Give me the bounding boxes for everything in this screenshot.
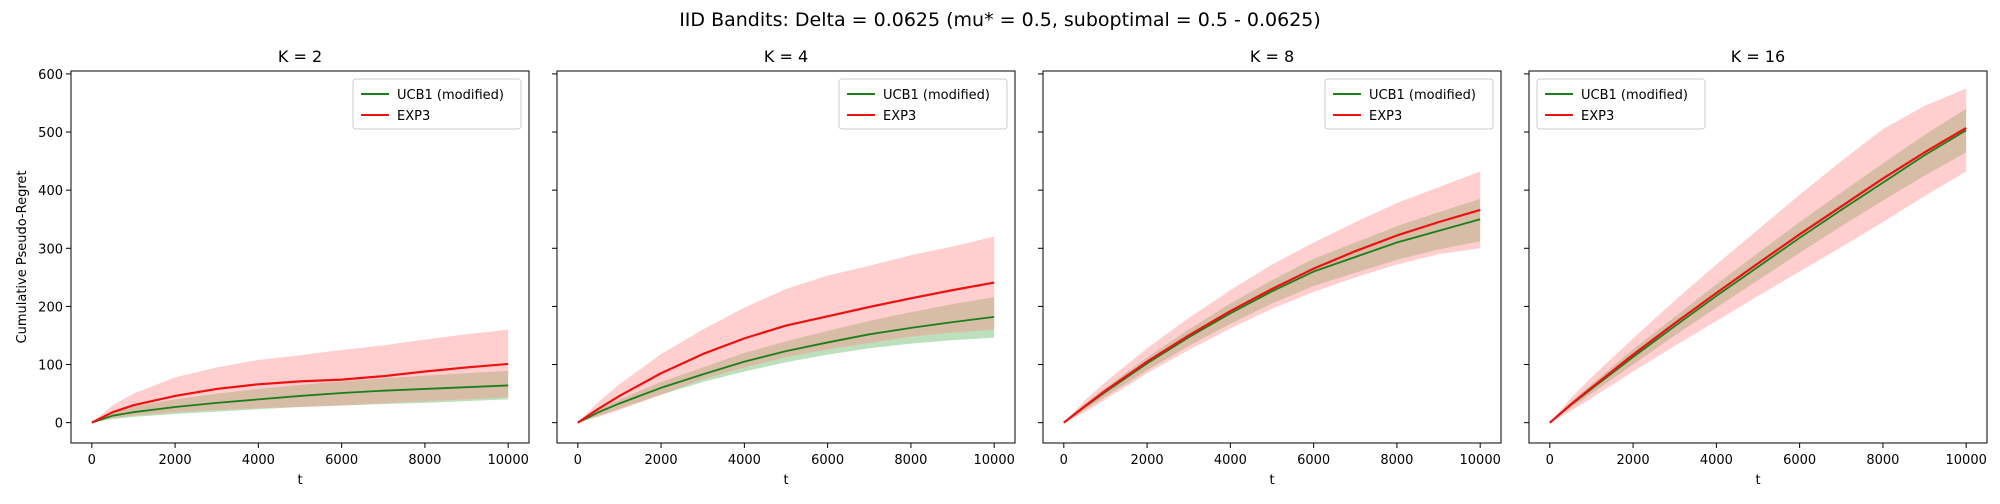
y-tick-label: 500 (38, 126, 63, 141)
y-tick-label: 0 (55, 417, 63, 432)
chart-panel-2: 0 2000 4000 6000 8000 10000 K = 4 t UCB1 (modifi… (552, 47, 1015, 488)
legend-label-exp3: EXP3 (1581, 109, 1614, 124)
x-tick-label: 10000 (974, 453, 1015, 468)
legend-box (1537, 79, 1705, 129)
y-tick-label: 300 (38, 242, 63, 257)
y-tick-label: 100 (38, 359, 63, 374)
x-tick-label: 8000 (1866, 453, 1899, 468)
y-tick-label: 400 (38, 184, 63, 199)
y-tick-label: 600 (38, 68, 63, 83)
legend-box (1325, 79, 1493, 129)
plot-area (1550, 88, 1966, 422)
x-tick-label: 6000 (811, 453, 844, 468)
legend: UCB1 (modified) EXP3 (353, 79, 521, 129)
x-tick-label: 2000 (1131, 453, 1164, 468)
x-tick-label: 8000 (1380, 453, 1413, 468)
x-tick-label: 4000 (728, 453, 761, 468)
x-tick-label: 4000 (1214, 453, 1247, 468)
legend: UCB1 (modified) EXP3 (1537, 79, 1705, 129)
chart-title: K = 16 (1731, 47, 1785, 66)
x-tick-label: 0 (1546, 453, 1554, 468)
x-axis-label: t (1269, 473, 1274, 488)
x-tick-label: 6000 (1297, 453, 1330, 468)
chart-panel-1: 0 2000 4000 6000 8000 10000 0 100 200 300 400 500 60… (15, 47, 529, 488)
x-tick-label: 0 (88, 453, 96, 468)
chart-title: K = 2 (278, 47, 322, 66)
x-tick-label: 2000 (159, 453, 192, 468)
legend-label-ucb1: UCB1 (modified) (1369, 88, 1476, 103)
plot-area (1064, 172, 1480, 423)
legend-label-ucb1: UCB1 (modified) (1581, 88, 1688, 103)
legend-box (839, 79, 1007, 129)
x-tick-label: 10000 (1460, 453, 1501, 468)
band-exp3 (1064, 172, 1480, 423)
chart-panel-3: 0 2000 4000 6000 8000 10000 K = 8 t UCB1 (modifi… (1038, 47, 1501, 488)
x-tick-label: 6000 (325, 453, 358, 468)
legend: UCB1 (modified) EXP3 (839, 79, 1007, 129)
x-tick-label: 4000 (242, 453, 275, 468)
x-axis-label: t (1755, 473, 1760, 488)
x-tick-label: 10000 (1946, 453, 1987, 468)
y-tick-label: 200 (38, 300, 63, 315)
x-tick-label: 8000 (408, 453, 441, 468)
plot-area (92, 330, 508, 423)
plot-area (578, 237, 994, 423)
x-axis-label: t (297, 473, 302, 488)
x-tick-label: 10000 (488, 453, 529, 468)
x-tick-label: 4000 (1700, 453, 1733, 468)
x-tick-label: 6000 (1783, 453, 1816, 468)
y-axis-label: Cumulative Pseudo-Regret (15, 171, 30, 344)
legend-label-exp3: EXP3 (883, 109, 916, 124)
legend-label-ucb1: UCB1 (modified) (883, 88, 990, 103)
x-tick-label: 0 (574, 453, 582, 468)
x-tick-label: 2000 (645, 453, 678, 468)
x-tick-label: 8000 (894, 453, 927, 468)
chart-title: K = 8 (1250, 47, 1294, 66)
legend-label-ucb1: UCB1 (modified) (397, 88, 504, 103)
chart-title: K = 4 (764, 47, 808, 66)
legend: UCB1 (modified) EXP3 (1325, 79, 1493, 129)
x-axis-label: t (783, 473, 788, 488)
x-tick-label: 2000 (1617, 453, 1650, 468)
figure-title: IID Bandits: Delta = 0.0625 (mu* = 0.5, … (679, 9, 1321, 31)
chart-panel-4: 0 2000 4000 6000 8000 10000 K = 16 t UCB1 (modif… (1524, 47, 1987, 488)
legend-label-exp3: EXP3 (1369, 109, 1402, 124)
x-tick-label: 0 (1060, 453, 1068, 468)
legend-box (353, 79, 521, 129)
legend-label-exp3: EXP3 (397, 109, 430, 124)
